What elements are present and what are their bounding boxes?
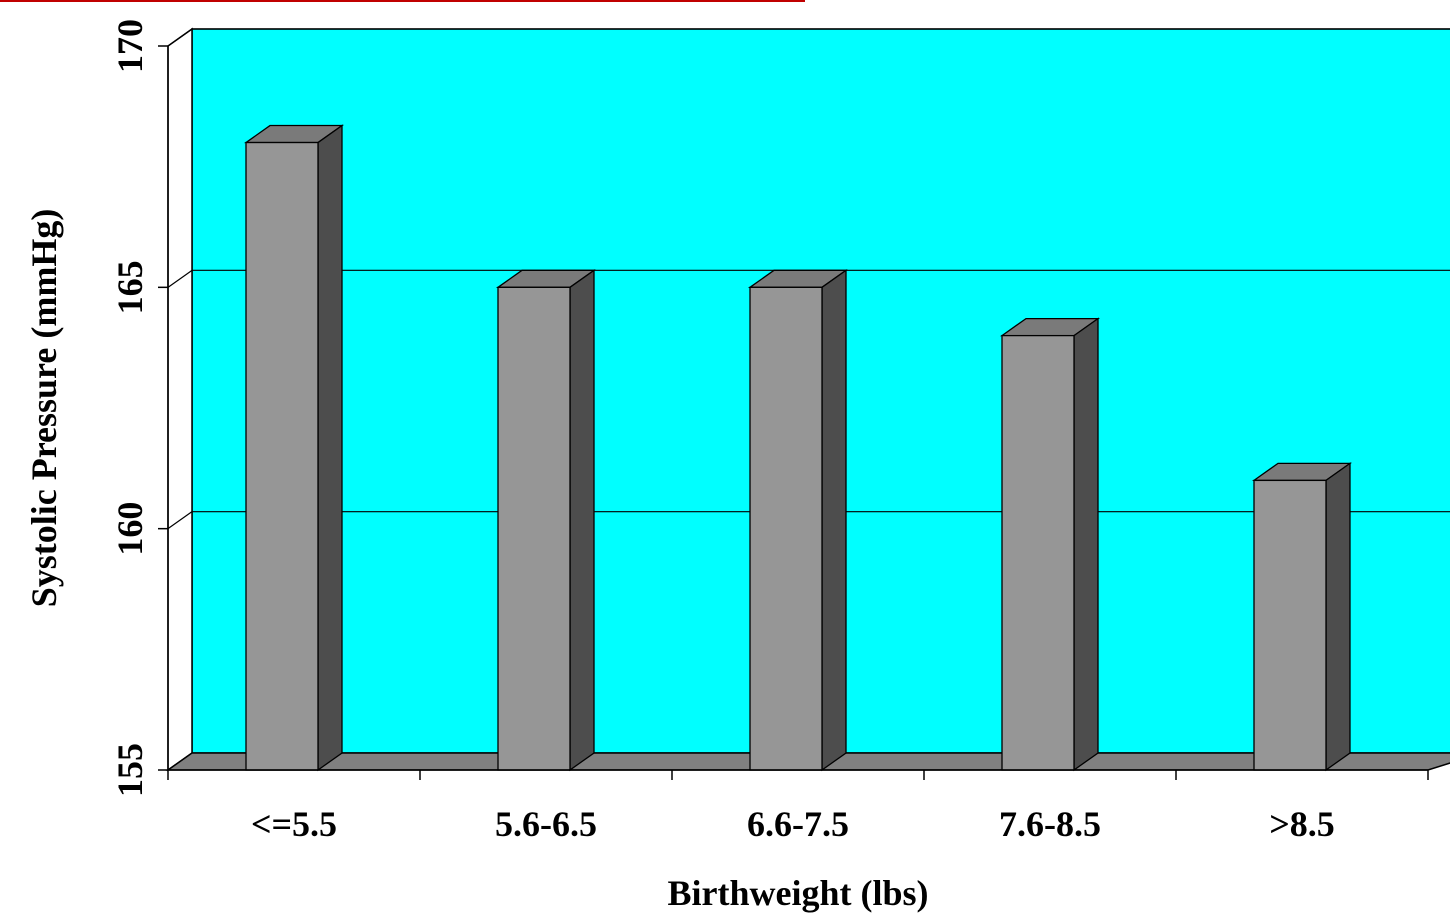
axes (167, 46, 1428, 771)
bar-side (317, 124, 343, 772)
bar-side (569, 269, 595, 772)
accent-line (0, 0, 805, 2)
gridline-side (167, 511, 193, 530)
bars (243, 124, 1353, 772)
bar-side (1325, 462, 1351, 772)
x-axis-title: Birthweight (lbs) (668, 873, 929, 913)
bar-side (821, 269, 847, 772)
gridline-side (167, 269, 193, 288)
bar-front (497, 286, 571, 771)
bar-side (1073, 317, 1099, 772)
bar (243, 124, 345, 772)
y-tick-label: 165 (110, 260, 150, 314)
x-tick-label: 7.6-8.5 (999, 804, 1101, 844)
y-tick-label: 170 (110, 19, 150, 73)
x-tick-label: >8.5 (1269, 804, 1335, 844)
y-tick-label: 160 (110, 502, 150, 556)
x-tick-label: 6.6-7.5 (747, 804, 849, 844)
tick-labels: 155 160 165 170 <=5.5 5.6-6.5 6.6-7.5 7.6-8.5 >8… (110, 19, 1429, 844)
gridline-side (167, 28, 193, 47)
bar-front (1253, 479, 1327, 771)
bar (1251, 462, 1353, 772)
x-tick-label: <=5.5 (251, 804, 337, 844)
bar (999, 317, 1101, 772)
side-wall (167, 27, 193, 772)
bar (495, 269, 597, 772)
bar (747, 269, 849, 772)
x-tick-label: 5.6-6.5 (495, 804, 597, 844)
bar-front (1001, 334, 1075, 771)
y-tick-label: 155 (110, 743, 150, 797)
bar-front (749, 286, 823, 771)
y-axis-title: Systolic Pressure (mmHg) (24, 209, 64, 608)
bar-front (245, 141, 319, 771)
